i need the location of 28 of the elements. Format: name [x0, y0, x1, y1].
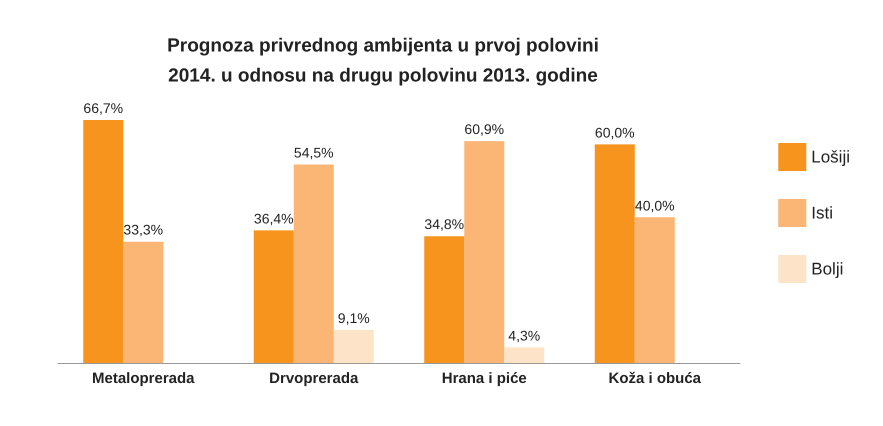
bar [594, 144, 635, 363]
data-label: 60,0% [594, 124, 635, 140]
data-label: 60,9% [464, 121, 504, 138]
data-label: 9,1% [338, 310, 370, 326]
data-label: 36,4% [254, 210, 294, 226]
bar [504, 347, 544, 363]
chart-title: Prognoza privrednog ambijenta u prvoj polovini 2014. u odnosu na drugu polovinu 2013. godine [167, 36, 599, 86]
data-label: 66,7% [83, 100, 124, 116]
legend-label: Lošiji [811, 148, 850, 166]
x-tick-label: Drvoprerada [269, 370, 360, 387]
data-label: 34,8% [424, 216, 464, 232]
bar [83, 120, 124, 363]
bar [123, 242, 164, 363]
data-label: 4,3% [508, 327, 540, 344]
x-tick-label: Metaloprerada [92, 370, 196, 387]
bar [254, 230, 294, 363]
bar [464, 141, 504, 363]
data-label: 54,5% [294, 144, 334, 160]
bar [634, 217, 675, 363]
bar [294, 164, 334, 363]
legend-label: Bolji [811, 260, 844, 278]
data-label: 33,3% [123, 222, 164, 238]
bar [334, 330, 374, 363]
legend-label: Isti [811, 204, 833, 222]
bar [424, 236, 464, 363]
data-label: 40,0% [634, 197, 675, 214]
x-tick-label: Hrana i piće [442, 370, 527, 387]
x-tick-label: Koža i obuća [608, 370, 702, 387]
